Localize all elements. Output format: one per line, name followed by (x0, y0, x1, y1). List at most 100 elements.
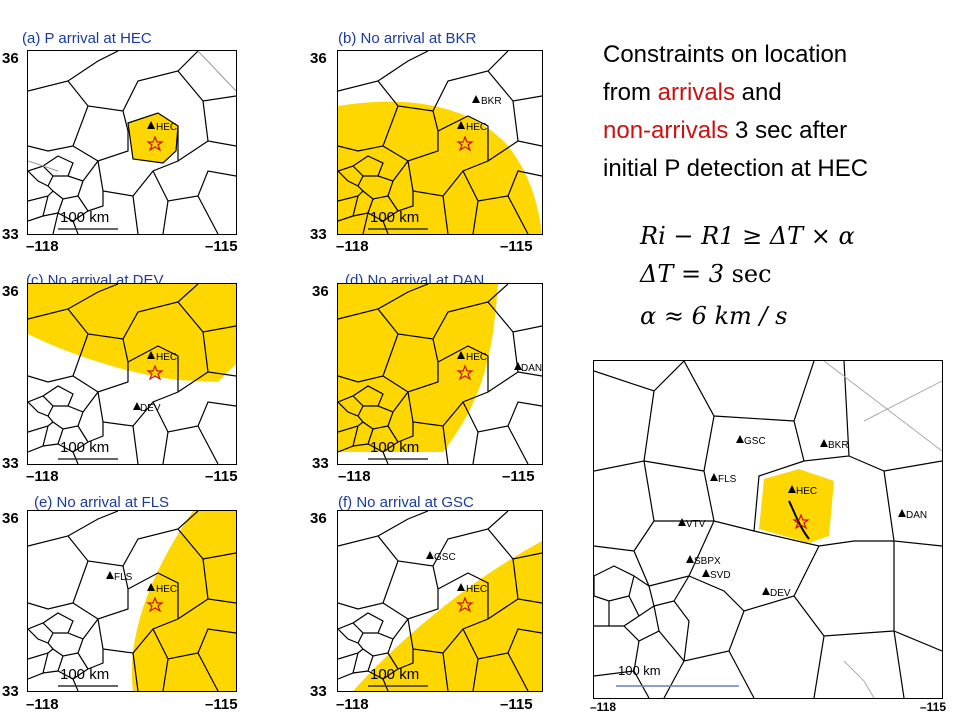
panel-e-ytop: 36 (2, 510, 19, 527)
station-dev-label: DEV (770, 588, 791, 599)
panel-e-xleft: –118 (26, 696, 59, 713)
station-hec-icon (147, 351, 155, 359)
panel-f-xleft: –118 (336, 696, 369, 713)
map-panel-d: HEC DAN 100 km (337, 283, 543, 465)
formula-delta-t: ΔT = 3 sec (640, 260, 772, 288)
heading-line-1: Constraints on location (603, 41, 848, 68)
panel-b-title: (b) No arrival at BKR (338, 30, 477, 47)
map-panel-b: BKR HEC 100 km (337, 50, 543, 235)
panel-b-xleft: –118 (336, 238, 369, 255)
map-panel-c-scale: 100 km (60, 439, 110, 456)
station-dev-icon (762, 587, 770, 595)
epicenter-star-icon (792, 513, 810, 530)
panel-e-ybottom: 33 (2, 683, 19, 700)
map-panel-c-svg: HEC DEV (28, 284, 236, 464)
slide-heading: Constraints on location from arrivals an… (603, 36, 868, 188)
formula-delta-t-unit: sec (723, 260, 772, 288)
epicenter-star-icon (456, 364, 474, 381)
no-arrival-gsc-fill (353, 541, 542, 691)
fault-line (28, 51, 236, 172)
map-panel-c: HEC DEV 100 km (27, 283, 237, 465)
station-bkr-label: BKR (481, 96, 502, 107)
panel-f-xright: –115 (500, 696, 533, 713)
map-panel-a: HEC 100 km (27, 50, 237, 235)
panel-a-ybottom: 33 (2, 226, 19, 243)
map-panel-d-svg: HEC DAN (338, 284, 542, 464)
heading-text: 3 sec after (728, 117, 848, 144)
voronoi-cells (28, 284, 236, 464)
station-gsc-icon (736, 435, 744, 443)
voronoi-cells (338, 284, 542, 464)
detail-map-scale: 100 km (618, 663, 661, 678)
heading-line-3: non-arrivals 3 sec after (603, 112, 868, 150)
hec-fill-region (759, 469, 834, 543)
station-dev-icon (133, 402, 141, 410)
panel-e-xright: –115 (205, 696, 238, 713)
heading-text: from (603, 79, 658, 106)
panel-a-ytop: 36 (2, 50, 19, 67)
panel-d-ytop: 36 (312, 283, 329, 300)
voronoi-cells (594, 361, 942, 698)
station-svd-label: SVD (710, 570, 731, 581)
map-panel-d-scale: 100 km (370, 439, 420, 456)
heading-highlight-non-arrivals: non-arrivals (603, 117, 729, 144)
map-panel-b-scale: 100 km (370, 209, 420, 226)
panel-f-title: (f) No arrival at GSC (338, 494, 474, 511)
heading-highlight-arrivals: arrivals (657, 79, 736, 106)
station-hec-label: HEC (796, 486, 817, 497)
panel-d-ybottom: 33 (312, 455, 329, 472)
station-hec-icon (788, 485, 796, 493)
station-bkr-label: BKR (828, 440, 849, 451)
station-hec-icon (147, 583, 155, 591)
detail-map: GSC BKR FLS HEC VTV DAN SBPX SVD DEV 100… (593, 360, 943, 699)
rupture-trace (788, 500, 810, 540)
map-panel-f: GSC HEC 100 km (337, 510, 543, 692)
station-vtv-label: VTV (686, 519, 706, 530)
epicenter-star-icon (456, 596, 474, 613)
map-panel-e-svg: FLS HEC (28, 511, 236, 691)
detail-map-svg: GSC BKR FLS HEC VTV DAN SBPX SVD DEV (594, 361, 942, 698)
panel-f-ybottom: 33 (310, 683, 327, 700)
station-sbpx-label: SBPX (694, 556, 721, 567)
station-dan-icon (514, 362, 522, 370)
hec-fill-region (127, 112, 179, 164)
station-fls-icon (710, 473, 718, 481)
panel-b-ytop: 36 (310, 50, 327, 67)
station-hec-label: HEC (466, 584, 487, 595)
station-hec-label: HEC (156, 584, 177, 595)
voronoi-cells (338, 51, 542, 234)
epicenter-star-icon (146, 596, 164, 613)
panel-b-xright: –115 (500, 238, 533, 255)
station-hec-label: HEC (466, 352, 487, 363)
no-arrival-dan-fill (338, 284, 498, 452)
station-fls-label: FLS (718, 474, 737, 485)
station-hec-icon (457, 583, 465, 591)
panel-d-xleft: –118 (338, 468, 371, 485)
no-arrival-fls-fill (131, 511, 236, 691)
panel-c-ybottom: 33 (2, 455, 19, 472)
station-bkr-icon (472, 95, 480, 103)
map-panel-b-svg: BKR HEC (338, 51, 542, 234)
epicenter-star-icon (456, 135, 474, 152)
panel-c-xright: –115 (205, 468, 238, 485)
panel-a-title: (a) P arrival at HEC (22, 30, 152, 47)
detail-map-xleft: –118 (590, 700, 617, 714)
station-dan-icon (898, 509, 906, 517)
epicenter-star-icon (146, 364, 164, 381)
station-svd-icon (702, 569, 710, 577)
station-dan-label: DAN (521, 363, 542, 374)
station-gsc-icon (426, 551, 434, 559)
panel-c-xleft: –118 (26, 468, 59, 485)
station-fls-label: FLS (114, 572, 133, 583)
station-dan-label: DAN (906, 510, 927, 521)
formula-delta-t-value: ΔT = 3 (640, 260, 724, 288)
station-sbpx-icon (686, 555, 694, 563)
voronoi-cells (338, 511, 542, 691)
epicenter-star-icon (146, 135, 164, 152)
map-panel-a-scale: 100 km (60, 209, 110, 226)
map-panel-e-scale: 100 km (60, 666, 110, 683)
panel-f-ytop: 36 (310, 510, 327, 527)
no-arrival-dev-fill (28, 284, 236, 382)
panel-d-xright: –115 (502, 468, 535, 485)
formula-distance: Ri − R1 ≥ ΔT × α (640, 222, 855, 250)
